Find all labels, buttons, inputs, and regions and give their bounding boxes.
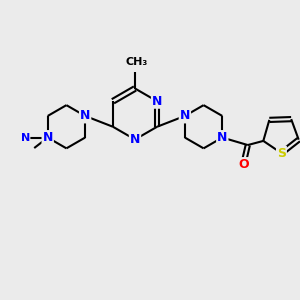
Text: N: N bbox=[21, 133, 30, 142]
Text: N: N bbox=[43, 131, 53, 144]
Text: O: O bbox=[238, 158, 249, 171]
Text: N: N bbox=[152, 95, 162, 108]
Text: S: S bbox=[277, 147, 286, 160]
Text: N: N bbox=[217, 131, 227, 144]
Text: N: N bbox=[180, 110, 190, 122]
Text: N: N bbox=[130, 133, 140, 146]
Text: CH₃: CH₃ bbox=[125, 57, 148, 67]
Text: N: N bbox=[80, 110, 90, 122]
